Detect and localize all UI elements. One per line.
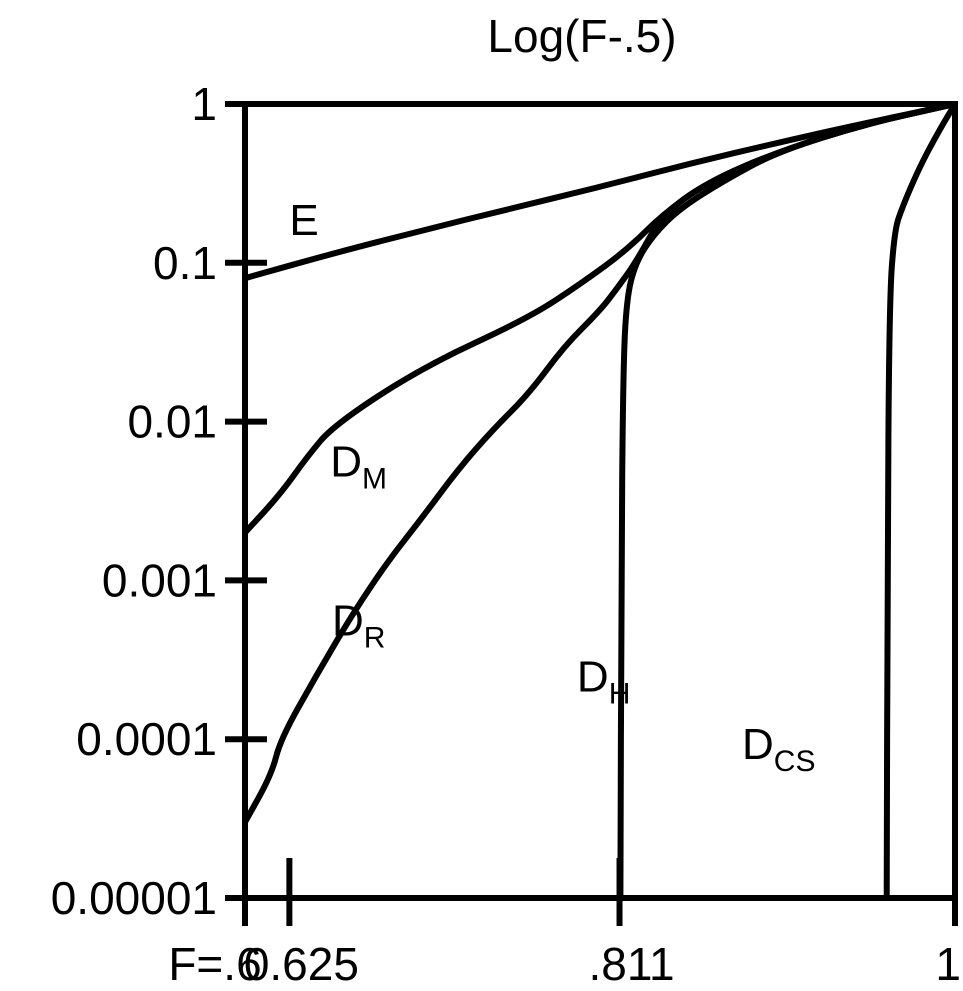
y-tick-label: 1 (191, 78, 217, 130)
series-line-dr (242, 101, 958, 826)
series-label-dh: DH (577, 652, 630, 710)
series-lines (242, 101, 958, 901)
y-tick-label: 0.001 (102, 554, 217, 606)
series-line-dh (617, 101, 958, 901)
x-tick-label: .811 (588, 938, 674, 990)
axes (242, 101, 958, 901)
series-line-dcs (883, 101, 958, 901)
series-label-e: E (289, 196, 318, 245)
y-tick-label: 0.00001 (51, 872, 217, 924)
series-line-e (242, 101, 958, 282)
series-label-dcs: DCS (742, 720, 815, 778)
x-tick-label: 1 (935, 938, 961, 990)
series-label-dr: DR (332, 596, 385, 654)
ticks: 1 0.1 0.01 0.001 0.0001 0.00001 F=.60.625 .811 1 (51, 78, 961, 990)
series-label-dm: DM (330, 438, 387, 496)
y-tick-label: 0.1 (153, 237, 217, 289)
x-tick-label: F=.6 (168, 938, 261, 990)
chart-title: Log(F-.5) (487, 10, 676, 62)
y-tick-label: 0.01 (127, 396, 217, 448)
series-labels: E DM DR DH DCS (289, 196, 815, 778)
y-tick-label: 0.0001 (76, 713, 217, 765)
x-tick-label: 0.625 (244, 938, 359, 990)
